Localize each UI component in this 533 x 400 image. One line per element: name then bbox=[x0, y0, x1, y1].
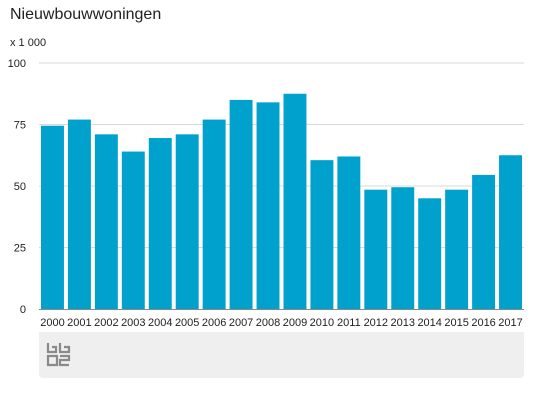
bar-2004[interactable] bbox=[148, 138, 172, 309]
y-tick-label: 75 bbox=[14, 120, 26, 132]
x-tick-label: 2012 bbox=[364, 317, 388, 329]
x-tick-label: 2007 bbox=[229, 317, 253, 329]
bar-2002[interactable] bbox=[94, 134, 118, 309]
x-tick-label: 2016 bbox=[471, 317, 495, 329]
x-tick-label: 2015 bbox=[444, 317, 468, 329]
bar-2009[interactable] bbox=[283, 93, 307, 309]
x-tick-label: 2014 bbox=[417, 317, 441, 329]
bar-2003[interactable] bbox=[121, 151, 145, 309]
bar-2017[interactable] bbox=[499, 155, 522, 309]
bar-2013[interactable] bbox=[391, 187, 415, 309]
x-tick-label: 2001 bbox=[67, 317, 91, 329]
x-tick-label: 2013 bbox=[391, 317, 415, 329]
bar-2006[interactable] bbox=[202, 119, 226, 309]
bar-2011[interactable] bbox=[337, 156, 361, 309]
footer-panel bbox=[39, 332, 524, 378]
bar-2016[interactable] bbox=[472, 174, 496, 309]
x-tick-label: 2017 bbox=[498, 317, 522, 329]
bar-2010[interactable] bbox=[310, 160, 334, 309]
y-tick-label: 25 bbox=[14, 243, 26, 255]
bar-2012[interactable] bbox=[364, 189, 388, 309]
x-tick-label: 2003 bbox=[121, 317, 145, 329]
x-tick-label: 2010 bbox=[310, 317, 334, 329]
x-tick-label: 2006 bbox=[202, 317, 226, 329]
x-tick-label: 2011 bbox=[337, 317, 361, 329]
x-tick-label: 2005 bbox=[175, 317, 199, 329]
x-tick-label: 2008 bbox=[256, 317, 280, 329]
y-tick-label: 100 bbox=[8, 58, 26, 70]
x-tick-label: 2002 bbox=[94, 317, 118, 329]
y-tick-label: 0 bbox=[20, 304, 26, 316]
x-tick-label: 2004 bbox=[148, 317, 172, 329]
y-tick-label: 50 bbox=[14, 181, 26, 193]
x-tick-label: 2000 bbox=[40, 317, 64, 329]
chart-title: Nieuwbouwwoningen bbox=[10, 6, 162, 23]
bar-2014[interactable] bbox=[418, 198, 442, 309]
x-tick-label: 2009 bbox=[283, 317, 307, 329]
bar-2015[interactable] bbox=[445, 189, 469, 309]
unit-label: x 1 000 bbox=[10, 37, 47, 49]
bar-2008[interactable] bbox=[256, 102, 280, 309]
cbs-logo-icon bbox=[46, 343, 71, 367]
bar-2005[interactable] bbox=[175, 134, 199, 309]
bar-2007[interactable] bbox=[229, 99, 253, 310]
bar-2001[interactable] bbox=[67, 119, 91, 309]
bar-2000[interactable] bbox=[41, 125, 64, 309]
